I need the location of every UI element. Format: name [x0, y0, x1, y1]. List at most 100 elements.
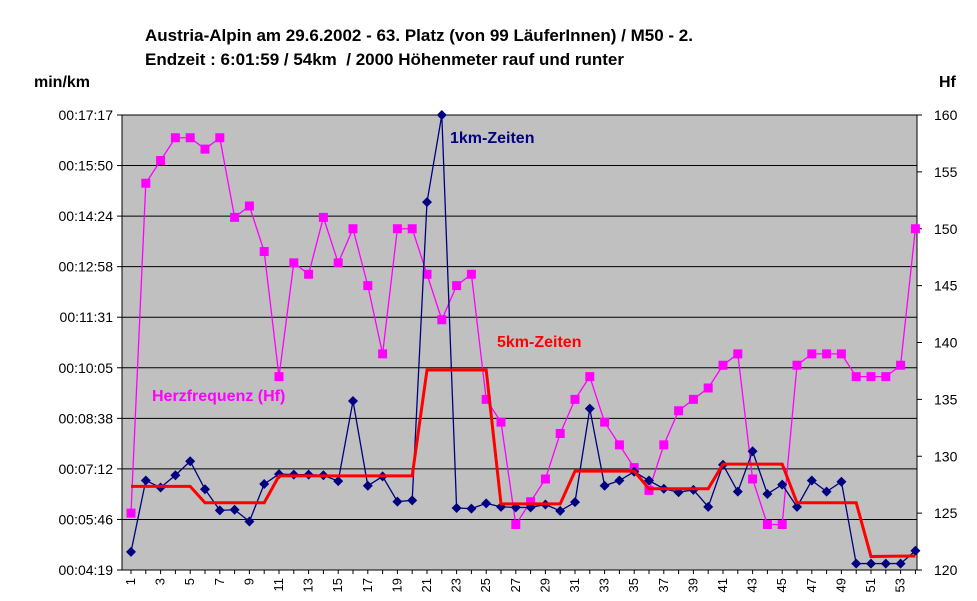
hf-point: [392, 224, 402, 234]
km-point: [200, 484, 210, 495]
hf-point: [777, 520, 787, 529]
km-point: [422, 197, 432, 208]
km-point: [703, 501, 714, 512]
x-tick-label: 53: [893, 578, 908, 592]
km-point: [362, 480, 373, 491]
km-point: [570, 497, 580, 508]
hf-point: [881, 372, 891, 382]
x-axis: 1 3 5 7 9 11 13 15 17 19 21 23 25 27 29 31 33 35 37 39 41 43 4…: [122, 569, 917, 592]
hf-point: [659, 440, 669, 450]
hf-point: [407, 224, 417, 234]
y-tick-label-left: 00:10:05: [59, 360, 114, 376]
y-tick-label-right: 125: [934, 505, 958, 521]
hf-point: [333, 258, 343, 268]
km-point: [732, 486, 743, 497]
hf-point: [185, 133, 195, 143]
km-point: [466, 503, 477, 514]
km-point: [584, 403, 595, 414]
hf-point: [289, 258, 299, 268]
hf-point: [570, 394, 580, 404]
grid-lines: [122, 114, 917, 520]
x-tick-label: 15: [330, 578, 345, 592]
hf-point: [807, 349, 817, 359]
hf-point: [718, 360, 728, 370]
x-tick-label: 9: [241, 578, 256, 585]
hf-point: [555, 429, 565, 438]
x-tick-label: 5: [182, 578, 197, 585]
km-point: [895, 558, 906, 569]
hf-point: [452, 281, 462, 291]
x-tick-label: 17: [360, 578, 375, 592]
series-label-1km: 1km-Zeiten: [450, 130, 534, 147]
km-point: [599, 480, 610, 491]
hf-point: [614, 440, 624, 450]
hf-point: [348, 224, 358, 234]
x-tick-label: 43: [745, 578, 760, 592]
hf-point: [733, 349, 743, 359]
hf-point: [481, 394, 491, 404]
km-point: [644, 475, 654, 486]
y-tick-label-right: 145: [934, 278, 958, 294]
km-point: [436, 110, 447, 120]
km-point: [821, 486, 832, 497]
hf-point: [437, 315, 447, 325]
hf-point: [274, 372, 284, 382]
hf-point: [540, 474, 550, 484]
hf-point: [259, 247, 269, 256]
y-tick-label-right: 120: [934, 562, 958, 578]
hf-point: [910, 224, 920, 234]
hf-point: [585, 372, 595, 382]
hf-point: [200, 144, 210, 154]
hf-point: [703, 383, 713, 393]
five-km-line: [131, 368, 916, 559]
km-point: [140, 475, 151, 486]
hf-point: [674, 406, 684, 416]
km-point: [836, 476, 847, 487]
hf-point: [496, 417, 506, 427]
km-point: [392, 496, 403, 507]
y-tick-label-left: 00:07:12: [59, 461, 114, 477]
hf-point: [378, 349, 388, 359]
km-point: [747, 446, 758, 457]
hf-point: [836, 349, 846, 359]
km-point: [851, 558, 862, 569]
y-tick-label-right: 135: [934, 391, 958, 407]
x-tick-label: 13: [301, 578, 316, 592]
x-tick-label: 51: [863, 578, 878, 592]
x-tick-label: 11: [271, 578, 286, 592]
y-tick-label-left: 00:14:24: [59, 208, 114, 224]
y-tick-label-right: 150: [934, 221, 958, 237]
hf-point: [244, 201, 254, 211]
hf-point: [511, 520, 521, 529]
km-point: [214, 505, 225, 516]
y-axis-right-label: Hf: [939, 74, 956, 91]
y-tick-label-right: 155: [934, 164, 958, 180]
x-tick-label: 19: [389, 578, 404, 592]
series-label-5km: 5km-Zeiten: [497, 334, 581, 351]
hf-point: [822, 349, 832, 359]
y-tick-label-left: 00:05:46: [59, 511, 114, 527]
km-point: [185, 456, 196, 467]
x-tick-label: 31: [567, 578, 582, 592]
x-tick-label: 47: [804, 578, 819, 592]
hf-point: [866, 372, 876, 382]
hf-point: [644, 485, 654, 495]
hf-point: [762, 520, 772, 529]
x-tick-label: 1: [123, 578, 138, 585]
y-tick-label-left: 00:12:58: [59, 259, 114, 275]
hf-point: [422, 269, 432, 279]
hf-point: [156, 156, 166, 165]
km-point: [555, 505, 566, 516]
hf-point: [526, 497, 536, 507]
y-axis-left-label: min/km: [34, 74, 91, 91]
km-point: [880, 558, 891, 569]
series-label-hf: Herzfrequenz (Hf): [152, 388, 285, 405]
hf-point: [600, 417, 610, 427]
x-tick-label: 49: [833, 578, 848, 592]
km-point: [481, 498, 492, 509]
hf-point: [851, 372, 861, 382]
x-tick-label: 3: [153, 578, 168, 585]
hf-point: [363, 281, 373, 291]
km-point: [762, 488, 773, 499]
